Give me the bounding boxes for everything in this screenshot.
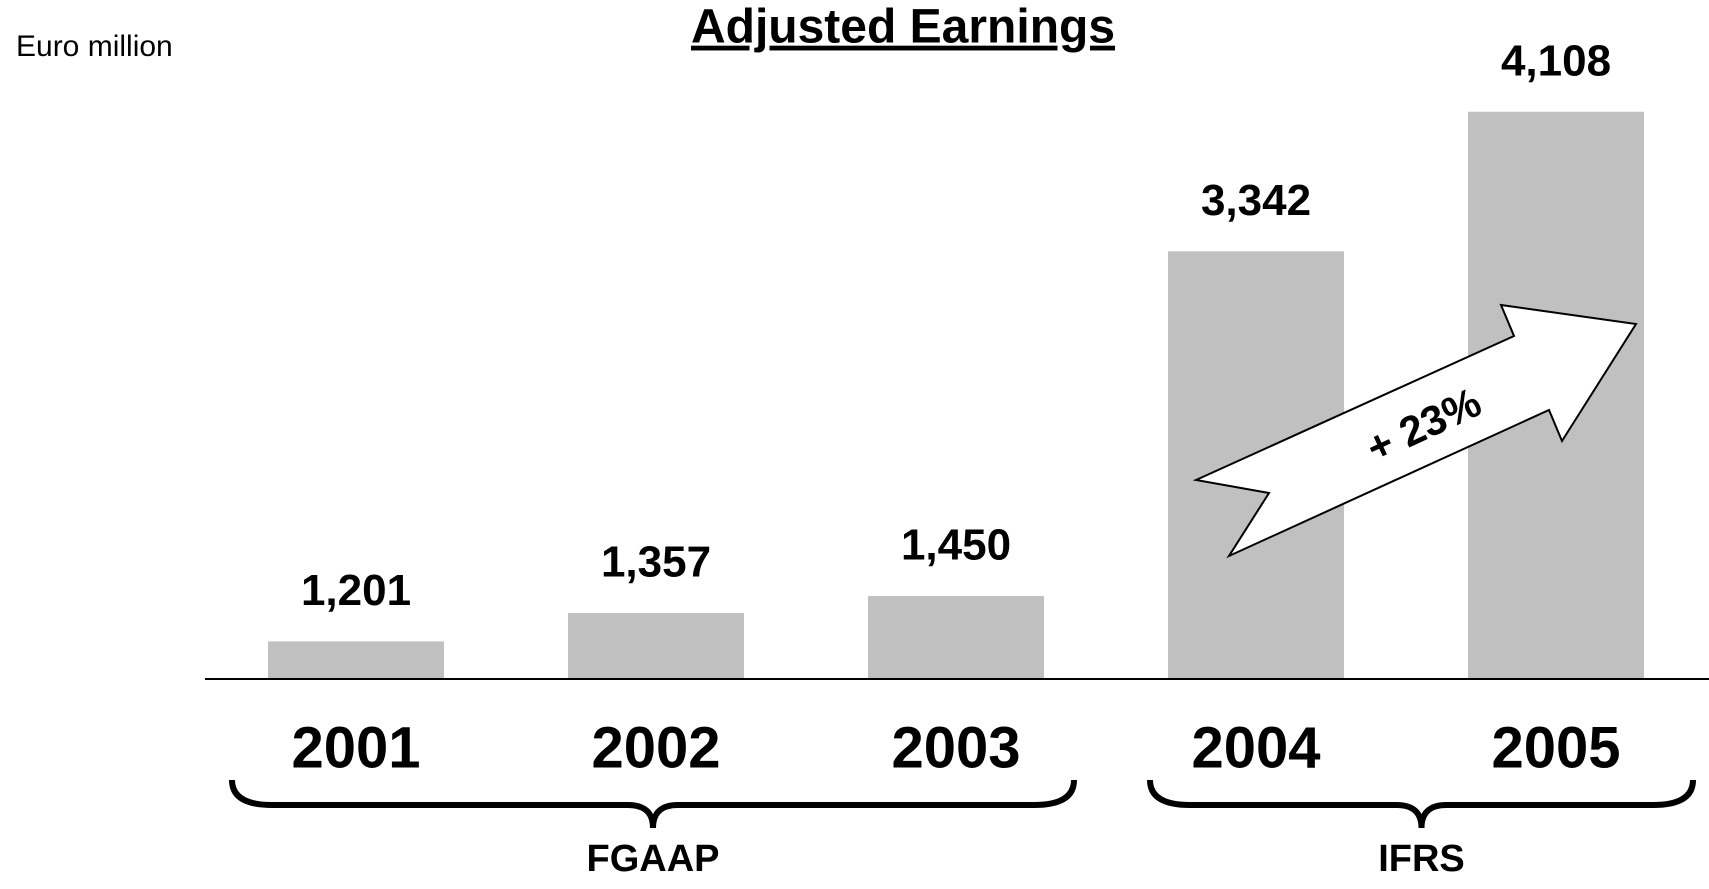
x-tick-label: 2002 xyxy=(591,715,720,780)
value-label: 1,357 xyxy=(601,538,711,587)
x-tick-label: 2005 xyxy=(1491,715,1620,780)
bar xyxy=(868,596,1044,678)
group-label: FGAAP xyxy=(587,838,720,880)
x-tick-label: 2001 xyxy=(291,715,420,780)
group-label: IFRS xyxy=(1378,838,1465,880)
value-label: 1,201 xyxy=(301,566,411,615)
value-label: 4,108 xyxy=(1501,36,1611,85)
group-brace xyxy=(229,779,1077,829)
bar xyxy=(268,641,444,678)
group-brace xyxy=(1147,779,1696,829)
x-tick-label: 2003 xyxy=(891,715,1020,780)
x-tick-label: 2004 xyxy=(1191,715,1320,780)
value-label: 1,450 xyxy=(901,521,1011,570)
value-label: 3,342 xyxy=(1201,176,1311,225)
arrow-shape xyxy=(1192,303,1638,559)
chart-title: Adjusted Earnings xyxy=(691,1,1115,54)
bar xyxy=(568,612,744,678)
y-unit: Euro million xyxy=(16,30,173,63)
